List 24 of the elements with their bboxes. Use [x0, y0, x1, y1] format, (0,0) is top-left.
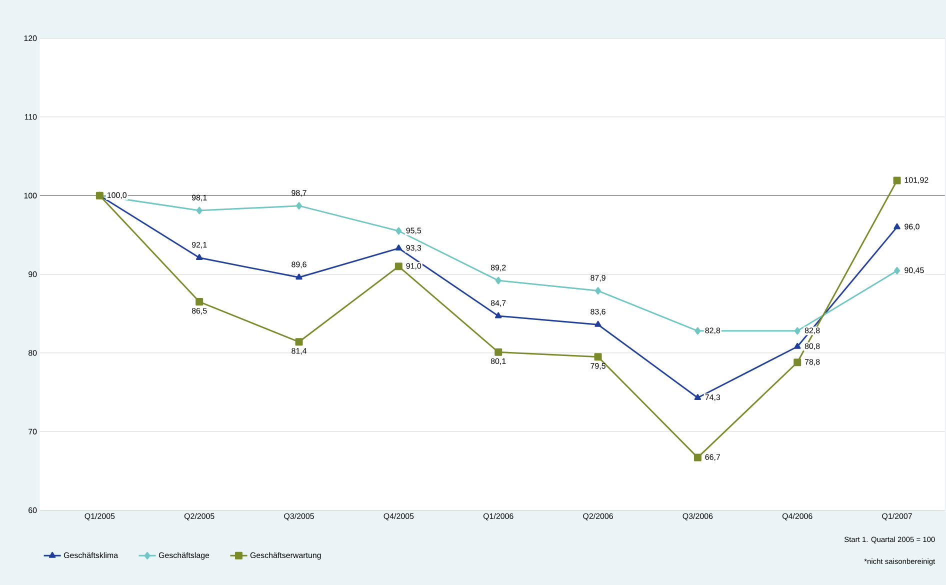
point — [196, 298, 204, 306]
point — [296, 274, 302, 280]
point — [495, 312, 502, 318]
point — [694, 454, 702, 462]
point — [494, 348, 502, 356]
point — [594, 320, 602, 327]
point — [794, 342, 801, 349]
point — [495, 276, 502, 284]
point — [296, 202, 302, 210]
point — [794, 358, 802, 366]
point — [694, 327, 701, 335]
point — [794, 327, 800, 335]
point — [694, 394, 702, 400]
point — [894, 223, 900, 230]
point — [893, 176, 901, 184]
point — [595, 287, 602, 295]
point — [196, 254, 203, 260]
point — [394, 262, 402, 270]
point — [396, 227, 402, 235]
point — [295, 338, 303, 346]
point — [196, 206, 202, 214]
point — [395, 244, 402, 251]
point — [594, 353, 602, 361]
point — [894, 266, 900, 274]
